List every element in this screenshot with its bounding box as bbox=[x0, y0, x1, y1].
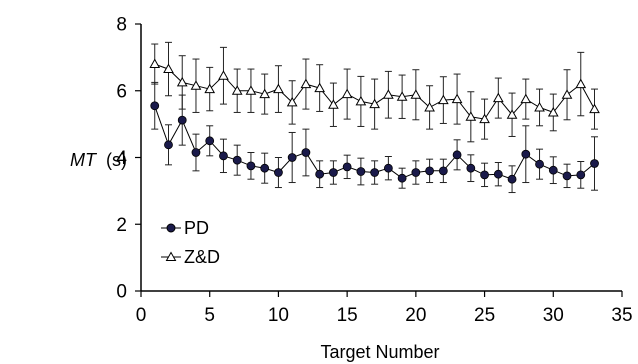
point-zd bbox=[492, 92, 504, 103]
point-zd bbox=[547, 106, 559, 117]
series-pd bbox=[150, 81, 599, 194]
point-pd bbox=[164, 140, 173, 150]
point-zd bbox=[176, 76, 188, 87]
point-pd bbox=[232, 155, 242, 165]
series-layer bbox=[149, 41, 600, 194]
legend-marker-pd bbox=[166, 223, 176, 233]
point-zd bbox=[383, 89, 394, 99]
x-tick-label: 0 bbox=[136, 305, 147, 326]
point-pd bbox=[205, 136, 215, 146]
legend-label-pd: PD bbox=[184, 218, 209, 238]
point-zd bbox=[479, 113, 490, 124]
point-zd bbox=[204, 83, 216, 94]
x-tick-label: 20 bbox=[405, 305, 426, 326]
point-zd bbox=[163, 63, 174, 74]
point-pd bbox=[246, 161, 256, 171]
point-zd bbox=[534, 101, 545, 112]
point-pd bbox=[411, 168, 421, 177]
point-zd bbox=[506, 109, 518, 119]
point-zd bbox=[575, 78, 587, 89]
point-pd bbox=[342, 162, 352, 172]
point-pd bbox=[521, 149, 531, 159]
y-tick-label: 2 bbox=[116, 215, 127, 236]
point-pd bbox=[260, 163, 270, 173]
point-pd bbox=[219, 151, 228, 161]
point-zd bbox=[589, 103, 600, 114]
point-pd bbox=[177, 115, 187, 125]
point-zd bbox=[424, 101, 435, 112]
x-tick-label: 5 bbox=[204, 305, 215, 326]
legend-label-zd: Z&D bbox=[184, 247, 220, 267]
y-tick-label: 0 bbox=[116, 282, 127, 303]
x-ticks: 0 5 10 15 20 25 30 35 bbox=[136, 291, 633, 326]
point-zd bbox=[218, 70, 229, 80]
legend-marker-zd bbox=[165, 251, 177, 261]
series-zd bbox=[149, 41, 600, 143]
point-zd bbox=[520, 93, 532, 104]
point-zd bbox=[300, 78, 312, 89]
x-tick-label: 25 bbox=[474, 305, 495, 326]
y-tick-label: 6 bbox=[116, 81, 127, 102]
legend-item-pd: PD bbox=[161, 218, 209, 238]
point-pd bbox=[425, 166, 435, 176]
y-ticks: 0 2 4 6 8 bbox=[116, 15, 141, 303]
point-pd bbox=[466, 163, 476, 173]
point-pd bbox=[452, 150, 462, 160]
point-pd bbox=[480, 170, 489, 180]
point-zd bbox=[341, 88, 353, 99]
point-zd bbox=[286, 96, 298, 107]
point-pd bbox=[548, 165, 558, 175]
legend-item-zd: Z&D bbox=[161, 247, 220, 267]
point-pd bbox=[590, 159, 599, 168]
point-pd bbox=[287, 153, 297, 162]
point-zd bbox=[410, 89, 422, 99]
point-zd bbox=[451, 93, 463, 104]
point-zd bbox=[259, 88, 271, 99]
point-pd bbox=[383, 163, 393, 173]
x-tick-label: 35 bbox=[611, 305, 632, 326]
point-pd bbox=[576, 170, 586, 180]
y-axis-title-italic: MT bbox=[70, 150, 98, 170]
x-tick-label: 30 bbox=[543, 305, 564, 326]
x-tick-label: 15 bbox=[337, 305, 358, 326]
point-pd bbox=[397, 173, 407, 183]
x-tick-label: 10 bbox=[268, 305, 289, 326]
point-zd bbox=[465, 111, 477, 121]
point-pd bbox=[301, 148, 311, 157]
point-pd bbox=[507, 174, 517, 184]
point-zd bbox=[231, 85, 243, 95]
point-zd bbox=[314, 82, 326, 93]
point-pd bbox=[356, 167, 366, 176]
point-zd bbox=[190, 80, 202, 90]
point-pd bbox=[438, 166, 448, 176]
point-pd bbox=[535, 159, 544, 169]
point-pd bbox=[191, 148, 201, 157]
point-pd bbox=[328, 168, 338, 177]
point-zd bbox=[561, 89, 573, 99]
point-zd bbox=[273, 83, 284, 94]
point-pd bbox=[150, 101, 160, 111]
point-pd bbox=[315, 169, 325, 179]
y-tick-label: 4 bbox=[116, 148, 127, 169]
point-zd bbox=[437, 94, 449, 105]
point-zd bbox=[369, 98, 380, 109]
point-zd bbox=[328, 99, 339, 109]
y-axis-title-unit: (s) bbox=[106, 150, 127, 170]
point-zd bbox=[355, 95, 367, 106]
point-zd bbox=[245, 85, 257, 95]
point-zd bbox=[149, 58, 161, 69]
point-zd bbox=[396, 91, 408, 101]
legend: PD Z&D bbox=[161, 218, 220, 267]
point-pd bbox=[493, 169, 503, 179]
y-axis-title: MT (s) bbox=[70, 150, 127, 170]
point-pd bbox=[274, 168, 283, 177]
x-axis-title: Target Number bbox=[320, 342, 439, 362]
y-tick-label: 8 bbox=[116, 15, 127, 36]
point-pd bbox=[562, 171, 572, 181]
point-pd bbox=[370, 168, 380, 177]
